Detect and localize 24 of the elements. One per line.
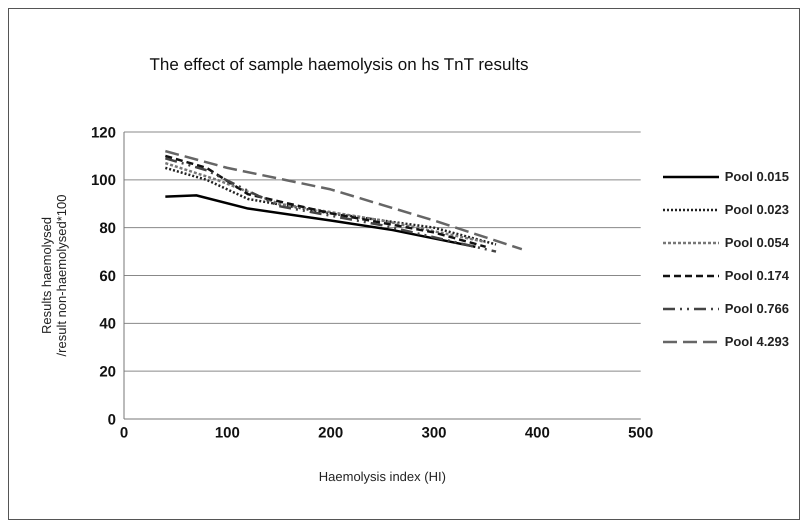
x-tick-label: 300 [421,424,447,442]
y-tick-label: 80 [99,220,116,237]
x-axis-title: Haemolysis index (HI) [318,469,446,484]
line-series [164,194,477,248]
legend-label: Pool 0.174 [724,268,789,283]
legend-label: Pool 0.023 [724,202,789,217]
legend-label: Pool 0.766 [724,301,789,316]
y-tick-label: 60 [99,268,116,285]
x-tick-label: 400 [524,424,550,442]
x-tick-label: 0 [120,424,128,442]
y-tick-label: 20 [99,363,116,380]
y-tick-label: 120 [90,124,116,142]
y-axis-title: Results haemolysed /result non-haemolysed*100 [39,194,69,356]
x-tick-label: 500 [628,424,654,442]
legend-label: Pool 0.054 [724,235,789,250]
line-series [164,150,524,250]
legend-label: Pool 0.015 [724,169,789,184]
chart-title: The effect of sample haemolysis on hs TnT results [148,55,530,75]
y-tick-label: 40 [99,316,116,333]
x-tick-label: 100 [214,424,240,442]
y-tick-label: 0 [108,411,116,428]
x-tick-label: 200 [318,424,344,442]
y-tick-label: 100 [90,172,116,190]
legend-label: Pool 4.293 [724,334,789,349]
